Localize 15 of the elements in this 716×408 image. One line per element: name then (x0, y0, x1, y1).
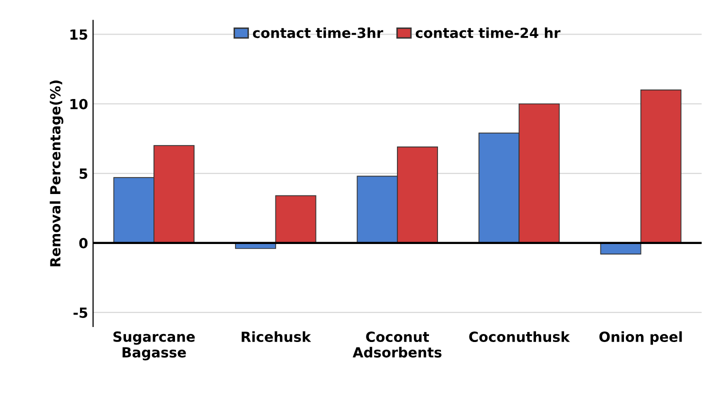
x-tick-label: Coconuthusk (469, 331, 570, 342)
legend-label: contact time-3hr (252, 27, 384, 38)
bar (275, 195, 316, 244)
x-tick-label: Ricehusk (242, 331, 312, 342)
bar (640, 90, 682, 244)
y-tick-label: 0 (79, 238, 88, 248)
legend-label: contact time-24 hr (416, 27, 560, 38)
y-axis-title: Removal Percentage(%) (50, 80, 64, 266)
y-tick-label: 15 (70, 29, 88, 40)
y-tick-label: 10 (70, 98, 88, 110)
x-tick-label: Sugarcane Bagasse (113, 331, 195, 360)
y-tick-label: -5 (74, 308, 88, 318)
x-tick-label: Onion peel (599, 331, 682, 345)
y-tick-label: 5 (80, 168, 88, 179)
x-tick-label: Coconut Adsorbents (352, 332, 442, 358)
